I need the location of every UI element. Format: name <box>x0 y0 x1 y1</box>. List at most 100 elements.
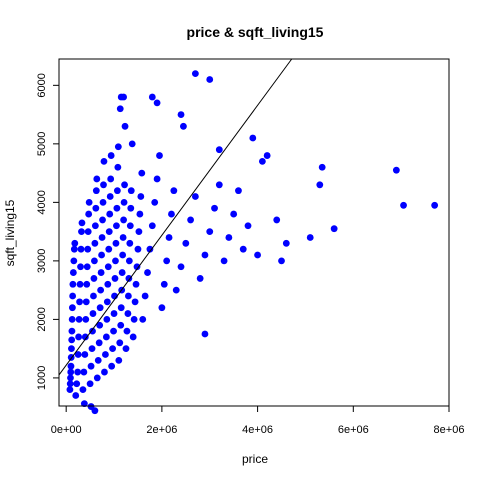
data-point <box>76 298 83 306</box>
data-point <box>144 269 151 276</box>
data-point <box>96 304 104 312</box>
data-point <box>153 99 161 107</box>
data-point <box>160 280 168 288</box>
data-point <box>91 222 99 230</box>
data-point <box>102 351 109 358</box>
data-point <box>131 298 139 306</box>
data-point <box>67 374 74 382</box>
data-point <box>392 166 400 174</box>
data-point <box>206 76 214 83</box>
data-point <box>107 152 115 159</box>
data-point <box>93 374 101 382</box>
data-point <box>109 345 116 353</box>
data-point <box>132 280 140 288</box>
data-point <box>124 292 132 300</box>
data-point <box>177 263 185 271</box>
data-point <box>81 333 89 341</box>
data-point <box>129 333 137 341</box>
data-point <box>97 286 105 294</box>
data-point <box>79 386 87 394</box>
data-point <box>98 251 105 259</box>
data-point <box>93 175 101 183</box>
data-point <box>110 310 118 317</box>
data-point <box>111 275 119 282</box>
data-point <box>330 225 338 233</box>
data-point <box>318 163 326 171</box>
y-axis: 1000 2000 3000 4000 5000 6000 <box>36 73 60 390</box>
data-point <box>187 216 194 224</box>
data-point <box>99 198 107 206</box>
data-point <box>172 286 180 294</box>
data-point <box>206 228 214 236</box>
data-point <box>84 228 92 236</box>
data-point <box>78 228 85 236</box>
data-point <box>278 257 285 265</box>
data-point <box>120 216 128 224</box>
data-point <box>254 251 261 259</box>
data-point <box>165 234 173 241</box>
data-point <box>215 181 223 189</box>
data-point <box>282 239 290 247</box>
data-point <box>94 356 102 364</box>
data-point <box>126 222 134 230</box>
data-point <box>86 380 94 388</box>
data-point <box>102 333 110 341</box>
x-tick-label: 6e+06 <box>338 424 369 436</box>
data-point <box>73 380 81 388</box>
data-point <box>67 362 75 370</box>
data-point <box>104 280 112 288</box>
data-point <box>235 187 242 195</box>
points-layer <box>66 70 439 415</box>
data-point <box>128 140 136 148</box>
data-point <box>82 315 90 323</box>
data-point <box>316 181 324 189</box>
data-point <box>68 327 76 335</box>
data-point <box>146 245 154 253</box>
data-point <box>67 368 75 376</box>
x-axis: 0e+00 2e+06 4e+06 6e+06 8e+06 <box>51 405 464 436</box>
data-point <box>89 327 96 335</box>
data-point <box>120 93 128 101</box>
data-point <box>74 351 82 358</box>
data-point <box>100 158 108 165</box>
data-point <box>273 216 281 224</box>
data-point <box>136 210 144 218</box>
data-point <box>122 345 130 353</box>
data-point <box>113 222 120 230</box>
data-point <box>125 257 133 265</box>
data-point <box>138 169 146 177</box>
data-point <box>120 198 128 206</box>
data-point <box>108 362 116 370</box>
data-point <box>201 330 209 338</box>
x-axis-label: price <box>242 452 268 466</box>
data-point <box>127 204 135 212</box>
y-tick-label: 1000 <box>36 366 48 390</box>
data-point <box>106 193 114 200</box>
data-point <box>103 298 111 306</box>
x-tick-label: 2e+06 <box>146 424 177 436</box>
data-point <box>201 251 209 259</box>
data-point <box>104 263 112 271</box>
data-point <box>76 280 84 288</box>
data-point <box>113 204 121 212</box>
data-point <box>230 210 238 218</box>
data-point <box>105 228 113 236</box>
data-point <box>82 298 90 306</box>
data-point <box>118 269 126 276</box>
y-tick-label: 6000 <box>36 73 48 97</box>
data-point <box>168 210 175 218</box>
data-point <box>121 181 128 189</box>
data-point <box>100 181 107 189</box>
x-tick-label: 4e+06 <box>242 424 273 436</box>
y-tick-label: 3000 <box>36 249 48 273</box>
data-point <box>68 304 76 312</box>
data-point <box>83 263 91 271</box>
data-point <box>134 245 142 253</box>
data-point <box>196 275 204 282</box>
data-point <box>114 163 122 171</box>
data-point <box>68 336 76 344</box>
y-tick-label: 4000 <box>36 190 48 214</box>
data-point <box>133 263 141 271</box>
data-point <box>182 239 190 247</box>
